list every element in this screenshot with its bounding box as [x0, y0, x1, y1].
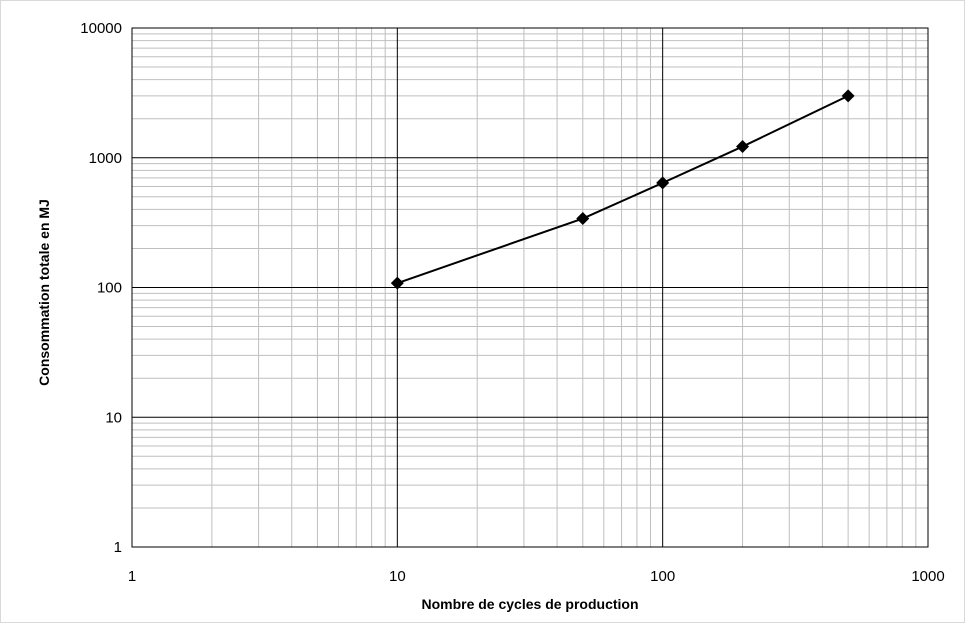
- series-layer: [390, 89, 855, 290]
- data-point-marker: [736, 140, 750, 154]
- y-axis-title: Consommation totale en MJ: [36, 199, 52, 386]
- x-tick-label: 10: [389, 568, 406, 585]
- plot-area: [131, 27, 929, 548]
- series-line: [397, 94, 849, 285]
- y-tick-label: 10: [105, 409, 122, 426]
- x-tick-label: 1: [128, 568, 136, 585]
- y-tick-label: 1000: [89, 150, 122, 167]
- x-axis-title: Nombre de cycles de production: [421, 596, 638, 612]
- y-tick-label: 100: [97, 280, 122, 297]
- x-tick-label: 1000: [911, 568, 944, 585]
- y-tick-label: 1: [114, 539, 122, 556]
- x-tick-labels: 1 10 100 1000: [128, 568, 945, 585]
- data-point-marker: [656, 176, 670, 190]
- y-tick-labels: 1 10 100 1000 10000: [80, 20, 122, 556]
- data-point-marker: [841, 89, 855, 103]
- y-tick-label: 10000: [80, 20, 122, 37]
- data-point-marker: [576, 212, 590, 226]
- x-tick-label: 100: [650, 568, 675, 585]
- data-point-marker: [390, 276, 404, 290]
